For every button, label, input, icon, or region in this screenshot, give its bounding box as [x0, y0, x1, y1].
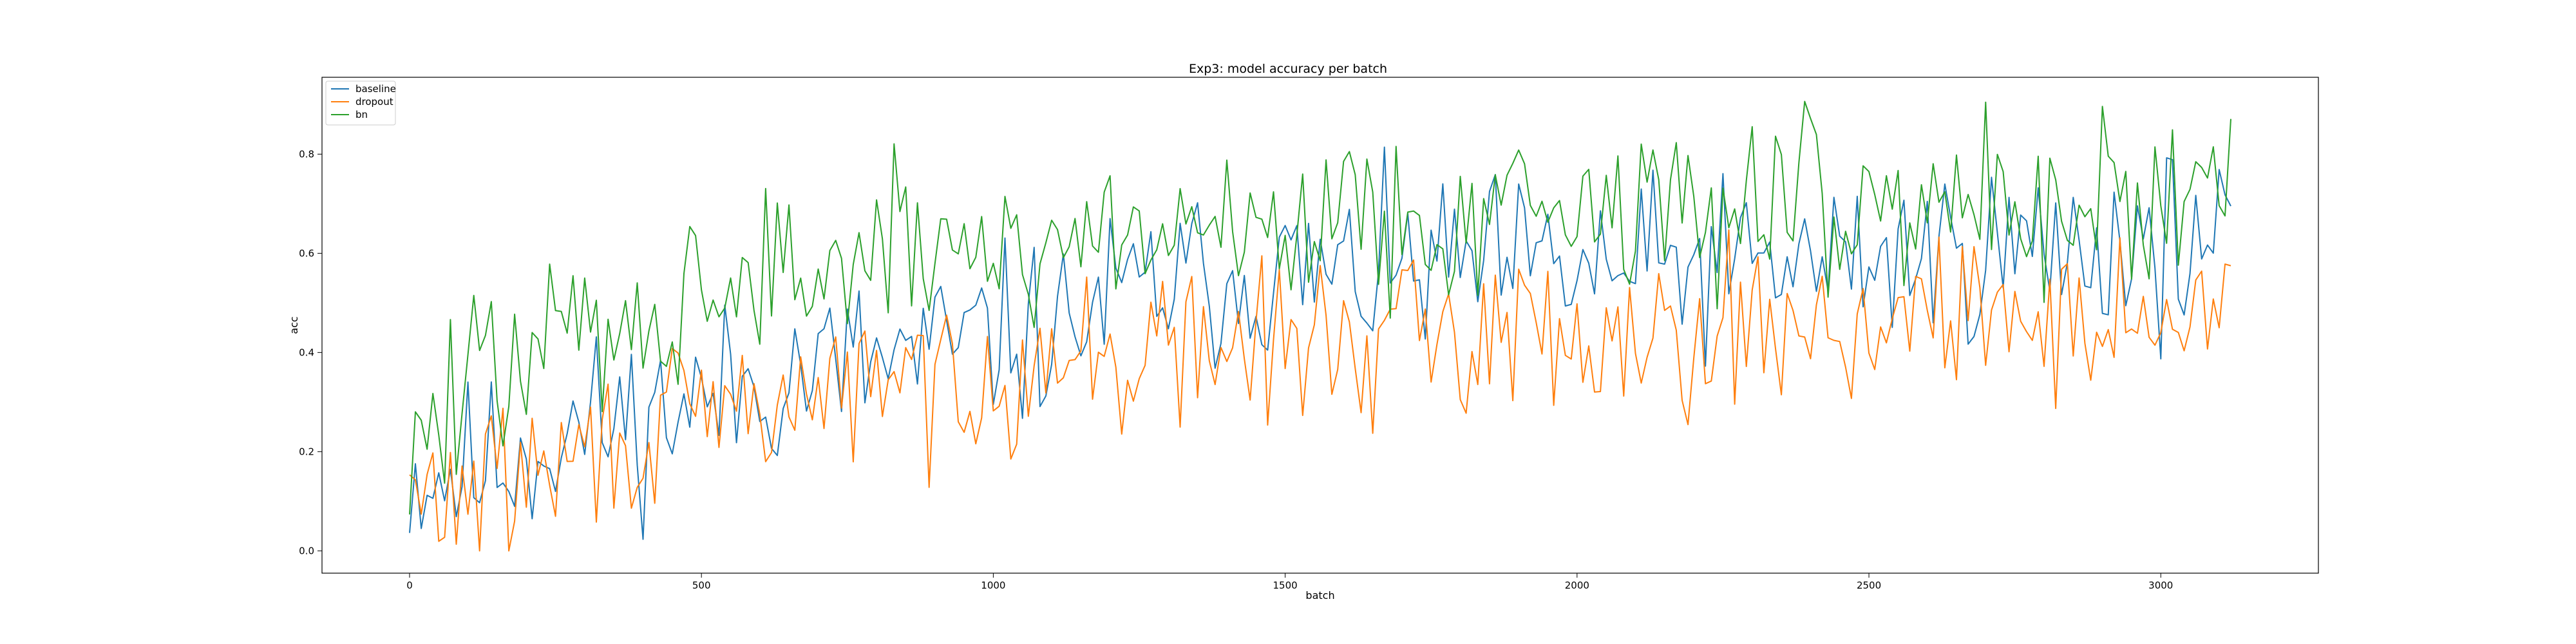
plot-area	[409, 100, 2231, 552]
series-line-baseline	[409, 146, 2231, 540]
x-tick-label: 3000	[2148, 580, 2173, 591]
legend-label-bn: bn	[355, 109, 368, 120]
y-tick-label: 0.2	[299, 446, 314, 457]
x-tick-label: 2500	[1857, 580, 1881, 591]
x-tick-label: 1000	[981, 580, 1005, 591]
y-tick-label: 0.0	[299, 545, 314, 556]
y-tick-label: 0.6	[299, 247, 314, 259]
x-tick-label: 500	[692, 580, 711, 591]
x-axis-label: batch	[1305, 589, 1334, 601]
y-axis-label: acc	[288, 316, 300, 334]
series-line-bn	[409, 100, 2231, 515]
y-axis: 0.0 0.2 0.4 0.6 0.8	[299, 148, 322, 556]
chart-title: Exp3: model accuracy per batch	[1189, 62, 1387, 76]
axes-frame	[321, 77, 2319, 574]
y-tick-label: 0.4	[299, 346, 314, 358]
legend-label-dropout: dropout	[355, 96, 393, 108]
legend-label-baseline: baseline	[355, 83, 396, 95]
y-tick-label: 0.8	[299, 148, 314, 160]
x-tick-label: 1500	[1273, 580, 1298, 591]
series-line-dropout	[409, 229, 2231, 552]
x-tick-label: 0	[406, 580, 413, 591]
x-tick-label: 2000	[1565, 580, 1589, 591]
x-axis: 0 500 1000 1500 2000 2500 3000	[406, 573, 2173, 591]
